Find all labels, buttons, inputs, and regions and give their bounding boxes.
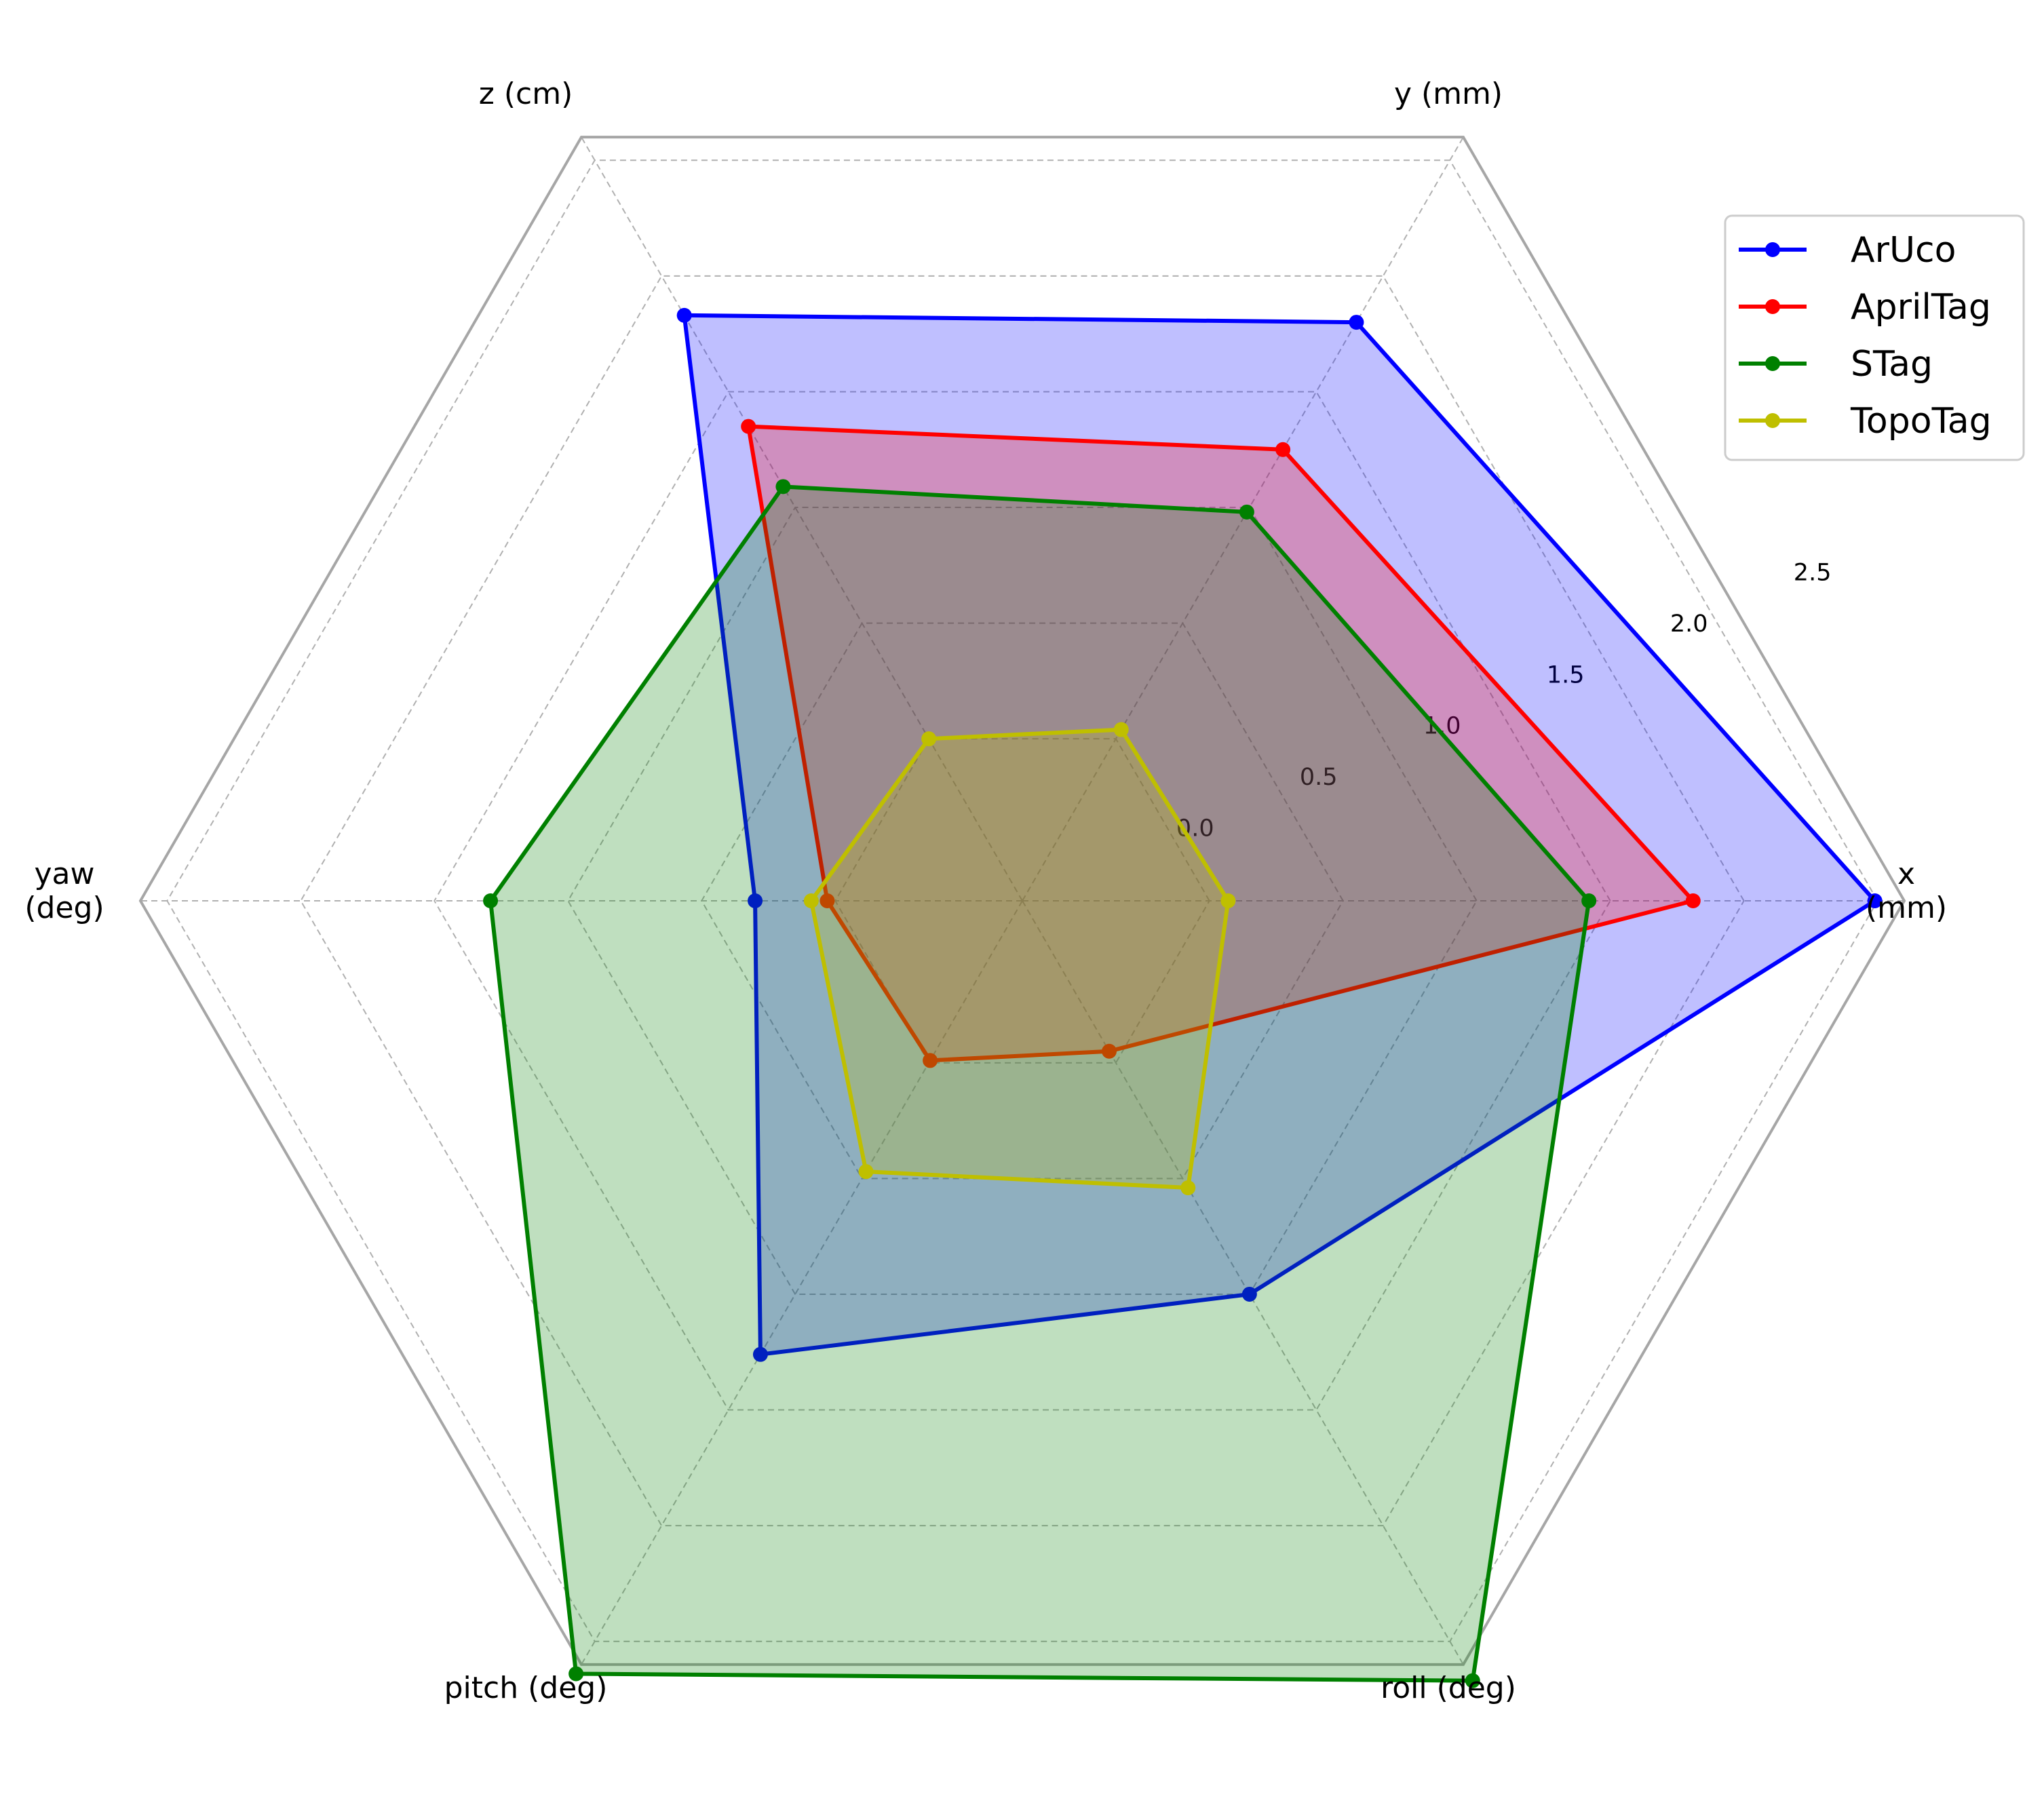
data-point	[1239, 504, 1254, 520]
axis-label-line: pitch (deg)	[444, 1671, 608, 1705]
data-point	[752, 1346, 768, 1362]
grid-ring-3	[433, 391, 1611, 1411]
data-point	[1581, 893, 1597, 908]
series-aruco	[676, 307, 1883, 1362]
legend-box	[1724, 214, 2025, 461]
data-point	[858, 1164, 874, 1180]
axis-label: roll (deg)	[1381, 1671, 1516, 1705]
series-apriltag	[741, 419, 1701, 1068]
axis-label-line: yaw	[35, 857, 95, 891]
data-point	[1867, 893, 1883, 908]
axis-label-line: (mm)	[1866, 891, 1947, 925]
data-point	[819, 893, 835, 908]
data-point	[923, 1053, 938, 1068]
r-tick-label: 0.5	[1300, 764, 1338, 791]
axis-label-line: x	[1897, 857, 1915, 891]
series-stag	[483, 479, 1597, 1688]
r-tick-label: 1.5	[1547, 661, 1585, 689]
data-point	[1349, 315, 1364, 330]
series-fill	[748, 426, 1693, 1061]
legend-marker	[1765, 242, 1780, 257]
data-point	[1685, 893, 1701, 908]
axis-label: yaw (deg)	[24, 857, 104, 925]
axis-labels: x (mm) y (mm) z (cm) yaw (deg) pitch (deg) roll…	[24, 77, 1947, 1705]
data-point	[676, 307, 692, 323]
axis-label: z (cm)	[479, 77, 573, 111]
series-fill	[811, 729, 1229, 1188]
axis-label-line: (deg)	[24, 891, 104, 925]
data-series	[483, 307, 1883, 1688]
data-point	[1465, 1673, 1480, 1688]
grid-spoke-5	[1022, 900, 1464, 1665]
data-point	[1113, 722, 1129, 737]
data-point	[1220, 893, 1236, 908]
r-tick-label: 2.5	[1794, 560, 1832, 587]
grid-spoke-1	[1022, 136, 1464, 902]
legend-label: ArUco	[1851, 230, 1956, 271]
data-point	[803, 893, 819, 908]
data-point	[568, 1666, 584, 1682]
legend-item-topotag: TopoTag	[1739, 401, 1992, 442]
axis-label: y (mm)	[1394, 77, 1503, 111]
grid-ring-4	[300, 275, 1745, 1527]
radial-tick-labels: 0.00.51.01.52.02.5	[1176, 560, 1832, 842]
legend-label: STag	[1851, 344, 1933, 385]
series-fill	[490, 486, 1589, 1681]
legend-item-aruco: ArUco	[1739, 230, 1956, 271]
axis-label: pitch (deg)	[444, 1671, 608, 1705]
data-point	[741, 419, 756, 434]
data-point	[1241, 1286, 1257, 1302]
legend-item-stag: STag	[1739, 344, 1933, 385]
axis-label-line: roll (deg)	[1381, 1671, 1516, 1705]
legend-item-apriltag: AprilTag	[1739, 287, 1991, 328]
outer-frame	[138, 136, 1906, 1666]
legend-marker	[1765, 413, 1780, 428]
series-fill	[684, 315, 1875, 1355]
data-point	[1180, 1180, 1196, 1196]
r-tick-label: 2.0	[1670, 610, 1708, 638]
legend-label: TopoTag	[1850, 401, 1992, 442]
legend-marker	[1765, 356, 1780, 371]
data-point	[1275, 442, 1291, 457]
grid-spoke-4	[581, 900, 1023, 1665]
series-topotag	[803, 722, 1236, 1196]
data-point	[1102, 1043, 1117, 1059]
data-point	[921, 731, 937, 747]
data-point	[483, 893, 499, 908]
axis-label-line: y (mm)	[1394, 77, 1503, 111]
legend: ArUco AprilTag STag TopoTag	[1724, 214, 2025, 461]
grid-spoke-2	[581, 136, 1023, 902]
radar-grid	[138, 136, 1906, 1666]
legend-marker	[1765, 299, 1780, 314]
axis-label-line: z (cm)	[479, 77, 573, 111]
data-point	[775, 479, 791, 495]
data-point	[748, 893, 763, 908]
legend-label: AprilTag	[1851, 287, 1991, 328]
axis-label: x (mm)	[1866, 857, 1947, 925]
